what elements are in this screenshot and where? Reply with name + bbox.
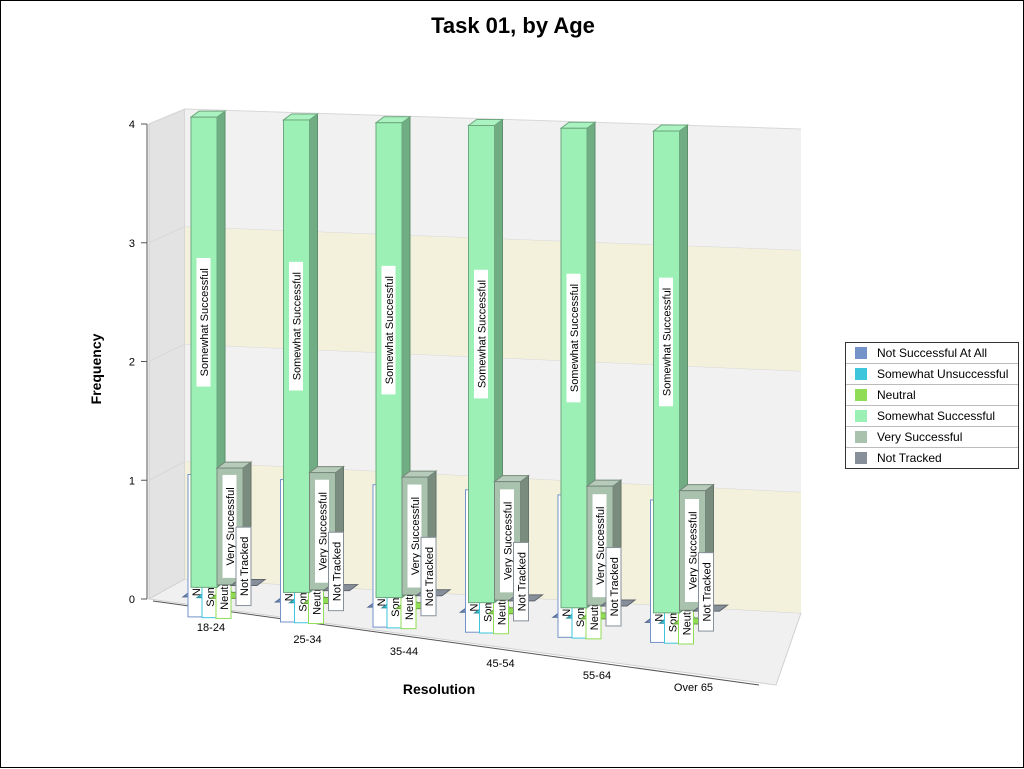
legend-swatch <box>855 347 867 359</box>
svg-text:Very Successful: Very Successful <box>688 511 700 589</box>
data-label: Very Successful <box>591 493 608 599</box>
svg-text:Somewhat Successful: Somewhat Successful <box>662 288 674 396</box>
x-category-label: 45-54 <box>486 658 514 670</box>
y-tick-label: 1 <box>129 475 135 487</box>
chart-legend: Not Successful At All Somewhat Unsuccessf… <box>845 342 1019 469</box>
data-label: Somewhat Successful <box>195 256 212 388</box>
legend-label: Not Successful At All <box>877 346 988 360</box>
gridline <box>148 461 186 481</box>
data-label: Not Tracked <box>605 547 622 627</box>
data-label: Not Tracked <box>328 531 344 612</box>
legend-item: Somewhat Successful <box>846 406 1018 427</box>
legend-label: Somewhat Unsuccessful <box>877 367 1009 381</box>
legend-item: Neutral <box>846 385 1018 406</box>
data-label: Somewhat Successful <box>473 268 489 400</box>
left-wall <box>148 108 186 600</box>
x-category-label: 18-24 <box>197 622 225 634</box>
legend-label: Very Successful <box>877 430 963 444</box>
svg-text:Very Successful: Very Successful <box>225 487 237 565</box>
x-category-label: 25-34 <box>293 634 321 646</box>
svg-text:Not Tracked: Not Tracked <box>517 552 529 611</box>
data-label: Not Tracked <box>513 541 529 622</box>
legend-swatch <box>855 368 867 380</box>
svg-text:Somewhat Successful: Somewhat Successful <box>199 268 211 376</box>
data-label: Very Successful <box>406 483 423 589</box>
data-label: Somewhat Successful <box>380 264 397 396</box>
legend-swatch <box>855 389 867 401</box>
gridline <box>148 226 186 244</box>
data-label: Very Successful <box>684 497 700 603</box>
x-axis-label: Resolution <box>403 681 475 697</box>
x-axis-line <box>152 600 760 686</box>
gridline <box>184 108 802 130</box>
svg-text:Not Tracked: Not Tracked <box>332 542 344 601</box>
y-tick-label: 0 <box>129 594 135 606</box>
svg-text:Not Tracked: Not Tracked <box>702 562 714 621</box>
legend-swatch <box>855 452 867 464</box>
data-label: Very Successful <box>221 473 238 579</box>
data-label: Somewhat Successful <box>565 272 582 404</box>
data-label: Very Successful <box>314 478 330 584</box>
y-tick-label: 4 <box>129 119 135 131</box>
y-axis-label: Frequency <box>88 333 104 404</box>
legend-item: Not Tracked <box>846 448 1018 468</box>
svg-text:Very Successful: Very Successful <box>595 507 607 585</box>
data-label: Not Tracked <box>420 536 437 617</box>
x-category-label: 35-44 <box>390 646 418 658</box>
legend-label: Neutral <box>877 388 916 402</box>
svg-text:Very Successful: Very Successful <box>503 502 515 580</box>
chart-title: Task 01, by Age <box>431 13 595 38</box>
gridline <box>148 108 186 125</box>
svg-text:Not Tracked: Not Tracked <box>424 547 436 606</box>
legend-item: Very Successful <box>846 427 1018 448</box>
legend-swatch <box>855 431 867 443</box>
legend-swatch <box>855 410 867 422</box>
x-category-label: Over 65 <box>674 682 713 694</box>
svg-text:Very Successful: Very Successful <box>410 497 422 575</box>
data-label: Very Successful <box>499 488 515 594</box>
y-tick-label: 2 <box>129 357 135 369</box>
legend-item: Not Successful At All <box>846 343 1018 364</box>
legend-label: Somewhat Successful <box>877 409 996 423</box>
svg-text:Somewhat Successful: Somewhat Successful <box>384 276 396 384</box>
svg-text:Somewhat Successful: Somewhat Successful <box>477 280 489 388</box>
data-label: Somewhat Successful <box>288 260 304 392</box>
svg-text:Somewhat Successful: Somewhat Successful <box>292 272 304 380</box>
data-label: Somewhat Successful <box>658 276 674 408</box>
y-tick-label: 3 <box>129 238 135 250</box>
gridline <box>148 343 186 362</box>
x-category-label: 55-64 <box>583 670 611 682</box>
legend-item: Somewhat Unsuccessful <box>846 364 1018 385</box>
svg-text:Somewhat Successful: Somewhat Successful <box>569 284 581 392</box>
svg-text:Very Successful: Very Successful <box>318 492 330 570</box>
data-label: Not Tracked <box>698 552 714 632</box>
data-label: Not Tracked <box>235 526 252 607</box>
legend-label: Not Tracked <box>877 451 942 465</box>
svg-text:Not Tracked: Not Tracked <box>239 537 251 596</box>
svg-text:Not Tracked: Not Tracked <box>609 557 621 616</box>
